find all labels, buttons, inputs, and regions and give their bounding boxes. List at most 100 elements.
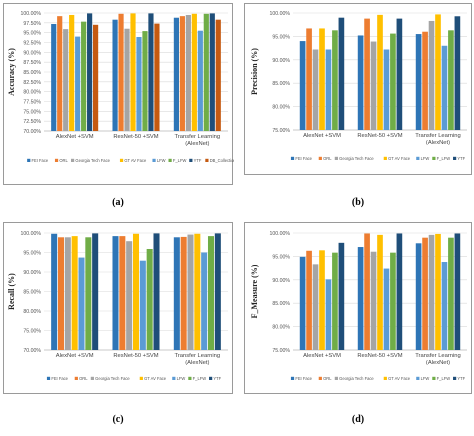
y-tick-label: 100.00% xyxy=(270,11,291,17)
chart-panel-c: 70.00% 75.00% 80.00% 85.00% 90.00% 95.00% 100.… xyxy=(3,222,233,394)
y-tick-label: 82.50% xyxy=(23,80,41,86)
bar xyxy=(119,236,126,350)
legend-swatch xyxy=(290,376,295,380)
bar xyxy=(71,236,78,350)
legend-swatch xyxy=(383,376,387,380)
caption-a: (a) xyxy=(112,197,124,208)
bar xyxy=(448,237,454,350)
legend-swatch xyxy=(453,376,457,380)
category-label: AlexNet +SVM xyxy=(56,134,94,140)
bar xyxy=(312,264,319,350)
category-label: Transfer Learning xyxy=(415,133,461,139)
y-axis-title: Recall (%) xyxy=(7,273,16,310)
bar xyxy=(185,14,191,131)
legend-swatch xyxy=(209,376,213,380)
legend-swatch xyxy=(188,376,192,380)
bar xyxy=(146,248,153,350)
bar xyxy=(124,28,130,131)
bar xyxy=(173,237,180,350)
bar xyxy=(215,19,221,131)
legend-label: GT AV Face xyxy=(388,156,411,161)
legend-label: DB_Collection xyxy=(210,158,234,163)
y-tick-label: 75.00% xyxy=(272,348,290,354)
bar xyxy=(57,16,63,131)
bar xyxy=(191,13,197,131)
bar xyxy=(428,234,435,350)
legend-label: LFW xyxy=(421,156,430,161)
bar xyxy=(203,13,209,131)
category-label: (AlexNet) xyxy=(426,360,450,366)
category-label: (AlexNet) xyxy=(426,140,450,146)
y-tick-label: 70.00% xyxy=(23,348,41,354)
bar xyxy=(207,236,215,350)
bar xyxy=(173,17,179,131)
y-tick-label: 80.00% xyxy=(272,105,290,111)
bar xyxy=(435,233,441,350)
recall-chart: 70.00% 75.00% 80.00% 85.00% 90.00% 95.00% 100.… xyxy=(7,231,228,381)
legend-swatch xyxy=(290,156,295,160)
y-tick-label: 77.50% xyxy=(23,100,41,106)
bar xyxy=(325,279,332,350)
legend-swatch xyxy=(205,158,209,162)
y-tick-label: 85.00% xyxy=(23,290,41,296)
legend-swatch xyxy=(432,376,436,380)
y-axis-title: Accuracy (%) xyxy=(7,48,16,96)
y-axis-title: F_Measure (%) xyxy=(250,264,259,318)
bar xyxy=(377,234,383,350)
caption-b: (b) xyxy=(351,197,365,208)
category-label: AlexNet +SVM xyxy=(303,353,341,359)
y-tick-label: 100.00% xyxy=(21,231,42,237)
legend-label: GT AV Face xyxy=(388,376,411,381)
bar xyxy=(180,236,187,350)
bar xyxy=(390,33,396,131)
legend-label: Georgia Tech Face xyxy=(75,158,110,163)
bar xyxy=(136,36,142,131)
legend-swatch xyxy=(74,376,78,380)
bar xyxy=(319,250,325,350)
y-tick-label: 87.50% xyxy=(23,60,41,66)
bar xyxy=(364,18,370,131)
bar xyxy=(153,233,160,350)
y-tick-label: 90.00% xyxy=(23,50,41,56)
legend-label: YTF xyxy=(213,376,221,381)
bar xyxy=(139,260,146,350)
bar xyxy=(187,234,194,350)
bar xyxy=(370,251,377,350)
category-label: AlexNet +SVM xyxy=(56,353,94,359)
legend-label: LFW xyxy=(157,158,166,163)
y-tick-label: 100.00% xyxy=(270,231,291,237)
y-tick-label: 100.00% xyxy=(21,11,42,17)
bar xyxy=(87,13,93,131)
bar xyxy=(332,30,338,130)
legend-label: FEI Face xyxy=(51,376,68,381)
legend-label: FEI Face xyxy=(295,376,312,381)
bar xyxy=(85,237,92,350)
bar xyxy=(69,14,75,131)
y-tick-label: 90.00% xyxy=(272,58,290,64)
bar xyxy=(51,233,58,350)
y-tick-label: 95.00% xyxy=(23,251,41,257)
y-tick-label: 75.00% xyxy=(23,329,41,335)
chart-panel-b: 75.00% 80.00% 85.00% 90.00% 95.00% 100.00% Pre… xyxy=(244,3,472,175)
legend-label: YTF xyxy=(457,156,465,161)
category-label: (AlexNet) xyxy=(185,360,209,366)
legend-swatch xyxy=(54,158,59,162)
legend-swatch xyxy=(152,158,156,162)
chart-panel-a: 70.00% 72.50% 75.00% 77.50% 80.00% 82.50% 85.0… xyxy=(3,3,234,185)
category-label: ResNet-50 +SVM xyxy=(357,133,402,139)
bar xyxy=(396,18,403,131)
bar xyxy=(338,242,345,350)
bar xyxy=(299,41,306,130)
legend-label: Georgia Tech Face xyxy=(339,376,374,381)
bar xyxy=(377,14,383,130)
legend-swatch xyxy=(416,156,420,160)
legend-swatch xyxy=(416,376,420,380)
legend-swatch xyxy=(383,156,387,160)
y-tick-label: 92.50% xyxy=(23,41,41,47)
legend-label: GT AV Face xyxy=(144,376,167,381)
category-label: ResNet-50 +SVM xyxy=(357,353,402,359)
bar xyxy=(357,35,364,130)
legend-swatch xyxy=(334,156,338,160)
y-tick-label: 85.00% xyxy=(272,81,290,87)
bar xyxy=(306,250,312,350)
